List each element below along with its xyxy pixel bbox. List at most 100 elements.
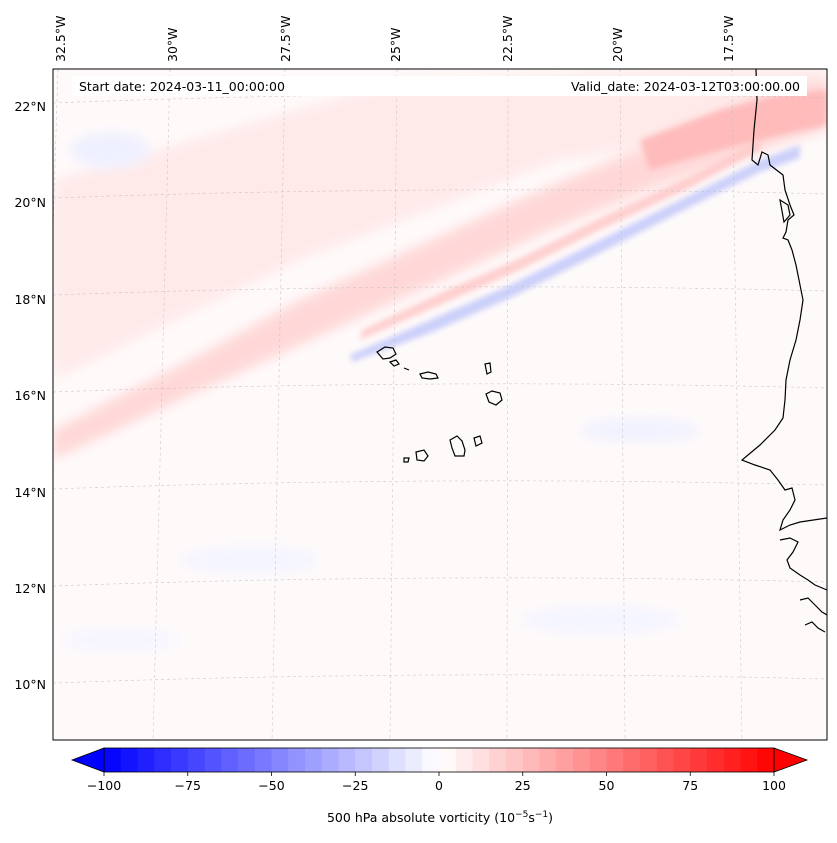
colorbar-extend-min (70, 747, 105, 773)
colorbar-cell (254, 748, 273, 772)
colorbar-cell (707, 748, 725, 772)
lon-label: 32.5°W (53, 16, 68, 62)
colorbar-cell (238, 748, 256, 772)
lat-label: 18°N (14, 292, 46, 307)
colorbar-cell (439, 748, 457, 772)
colorbar-cell (405, 748, 423, 772)
cape-verde-islands (376, 346, 503, 463)
colorbar-cell (740, 748, 758, 772)
island-sal (484, 362, 492, 375)
latitude-labels: 22°N 20°N 18°N 16°N 14°N 12°N 10°N (14, 99, 46, 692)
colorbar: −100 −75 −50 −25 0 25 50 75 100 500 hPa absolute… (70, 747, 809, 825)
colorbar-cell (539, 748, 557, 772)
colorbar-cell (154, 748, 172, 772)
colorbar-cell (321, 748, 340, 772)
vorticity-field (53, 69, 827, 652)
colorbar-cells (104, 748, 775, 772)
colorbar-cell (120, 748, 139, 772)
vorticity-band-negative (350, 145, 800, 362)
lat-label: 12°N (14, 581, 46, 596)
lon-label: 25°W (388, 27, 403, 62)
gridlines (53, 69, 827, 740)
island-sao-vicente (388, 359, 400, 367)
colorbar-tick-label: 100 (762, 778, 786, 793)
colorbar-cell (338, 748, 356, 772)
colorbar-ticks: −100 −75 −50 −25 0 25 50 75 100 (87, 772, 786, 793)
vorticity-streak-positive (360, 140, 760, 340)
vorticity-patch-weak-2 (580, 418, 700, 442)
island-boa-vista (485, 390, 503, 406)
colorbar-cell (204, 748, 222, 772)
lat-label: 14°N (14, 485, 46, 500)
longitude-labels: 32.5°W 30°W 27.5°W 25°W 22.5°W 20°W 17.5… (53, 16, 736, 62)
colorbar-tick-label: −50 (258, 778, 284, 793)
colorbar-cell (757, 748, 775, 772)
lon-label: 30°W (165, 27, 180, 62)
colorbar-tick-label: 50 (599, 778, 615, 793)
colorbar-cell (556, 748, 574, 772)
colorbar-tick-label: 25 (515, 778, 531, 793)
colorbar-cell (104, 748, 122, 772)
colorbar-cell (221, 748, 239, 772)
lat-label: 20°N (14, 195, 46, 210)
vorticity-band-positive (53, 80, 827, 460)
island-fogo (415, 449, 429, 462)
colorbar-cell (288, 748, 306, 772)
colorbar-cell (171, 748, 189, 772)
vorticity-max-ne (640, 90, 827, 170)
lon-label: 22.5°W (500, 16, 515, 62)
colorbar-cell (589, 748, 608, 772)
colorbar-cell (573, 748, 591, 772)
colorbar-cell (606, 748, 624, 772)
colorbar-label: 500 hPa absolute vorticity (10−5s−1) (327, 810, 553, 825)
colorbar-cell (355, 748, 373, 772)
colorbar-tick-label: −100 (87, 778, 121, 793)
lat-label: 22°N (14, 99, 46, 114)
vorticity-patch-weak-5 (60, 628, 180, 652)
map-frame (52, 68, 828, 741)
colorbar-cell (137, 748, 155, 772)
colorbar-tick-label: 75 (682, 778, 698, 793)
colorbar-extend-max (773, 747, 809, 773)
colorbar-cell (522, 748, 541, 772)
lon-label: 27.5°W (278, 16, 293, 62)
lon-label: 17.5°W (721, 16, 736, 62)
island-santiago (449, 435, 466, 457)
colorbar-tick-label: 0 (435, 778, 443, 793)
colorbar-cell (656, 748, 675, 772)
colorbar-tick-label: −25 (342, 778, 368, 793)
lat-label: 10°N (14, 677, 46, 692)
colorbar-cell (271, 748, 289, 772)
colorbar-cell (372, 748, 390, 772)
colorbar-tick-label: −75 (175, 778, 201, 793)
island-brava (403, 457, 410, 463)
colorbar-cell (472, 748, 490, 772)
colorbar-cell (673, 748, 691, 772)
map-panel: Start date: 2024-03-11_00:00:00 Valid_da… (52, 68, 828, 741)
colorbar-cell (388, 748, 407, 772)
vorticity-patch-weak-1 (70, 132, 150, 168)
island-maio (473, 435, 483, 447)
lon-label: 20°W (610, 27, 625, 62)
start-date-label: Start date: 2024-03-11_00:00:00 (79, 79, 285, 94)
colorbar-cell (187, 748, 206, 772)
vorticity-patch-weak-3 (180, 546, 320, 574)
vorticity-patch-weak-4 (520, 606, 680, 634)
colorbar-cell (723, 748, 742, 772)
colorbar-cell (690, 748, 708, 772)
colorbar-cell (506, 748, 524, 772)
island-santa-luzia (403, 367, 410, 371)
colorbar-cell (305, 748, 323, 772)
header-box (72, 76, 807, 96)
coastline-africa (740, 69, 827, 633)
colorbar-cell (640, 748, 658, 772)
lat-label: 16°N (14, 388, 46, 403)
island-santo-antao (376, 346, 397, 360)
valid-date-label: Valid_date: 2024-03-12T03:00:00.00 (571, 79, 800, 94)
island-sao-nicolau (419, 371, 439, 380)
colorbar-cell (489, 748, 507, 772)
vorticity-band-weak (53, 69, 827, 380)
colorbar-cell (455, 748, 474, 772)
colorbar-cell (422, 748, 440, 772)
